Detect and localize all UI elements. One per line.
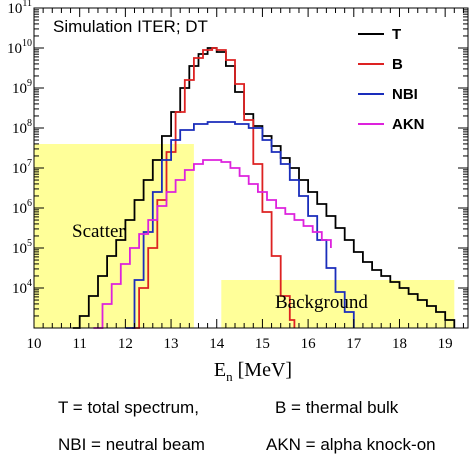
y-tick-label: 109 xyxy=(12,78,32,97)
x-tick-label: 14 xyxy=(209,336,225,352)
region-background xyxy=(221,280,455,328)
x-tick-label: 13 xyxy=(164,336,179,352)
caption-t-def: T = total spectrum, xyxy=(58,398,199,417)
caption-akn-def: AKN = alpha knock-on xyxy=(266,435,436,454)
legend-label-b: B xyxy=(392,56,403,73)
x-tick-label: 11 xyxy=(72,336,86,352)
caption-b-def: B = thermal bulk xyxy=(275,398,399,417)
region-label-scatter: Scatter xyxy=(72,221,125,242)
y-tick-label: 1011 xyxy=(7,0,32,17)
legend-label-nbi: NBI xyxy=(392,86,418,103)
x-tick-label: 17 xyxy=(346,336,362,352)
chart-title: Simulation ITER; DT xyxy=(53,17,208,36)
y-tick-label: 107 xyxy=(12,158,32,177)
axes-layer xyxy=(33,7,469,329)
x-axis-label: En [MeV] xyxy=(214,359,292,384)
x-tick-label: 16 xyxy=(301,336,317,352)
region-label-background: Background xyxy=(275,292,368,313)
series-layer xyxy=(72,47,456,329)
y-tick-label: 108 xyxy=(12,118,32,137)
caption-nbi-def: NBI = neutral beam xyxy=(58,435,205,454)
x-tick-label: 10 xyxy=(27,336,42,352)
labels-layer: 10 11 12 13 14 15 16 17 18 1910410510610710810910… xyxy=(7,0,453,384)
series-b-line xyxy=(132,47,296,329)
series-akn-line xyxy=(93,159,332,329)
legend-label-akn: AKN xyxy=(392,116,425,133)
y-tick-label: 105 xyxy=(12,238,32,257)
y-tick-label: 1010 xyxy=(7,38,32,57)
y-tick-label: 104 xyxy=(12,278,32,297)
x-tick-label: 12 xyxy=(118,336,133,352)
x-tick-label: 19 xyxy=(438,336,453,352)
y-tick-label: 106 xyxy=(12,198,32,217)
legend-label-t: T xyxy=(392,26,401,43)
x-tick-label: 15 xyxy=(255,336,270,352)
x-tick-label: 18 xyxy=(392,336,407,352)
